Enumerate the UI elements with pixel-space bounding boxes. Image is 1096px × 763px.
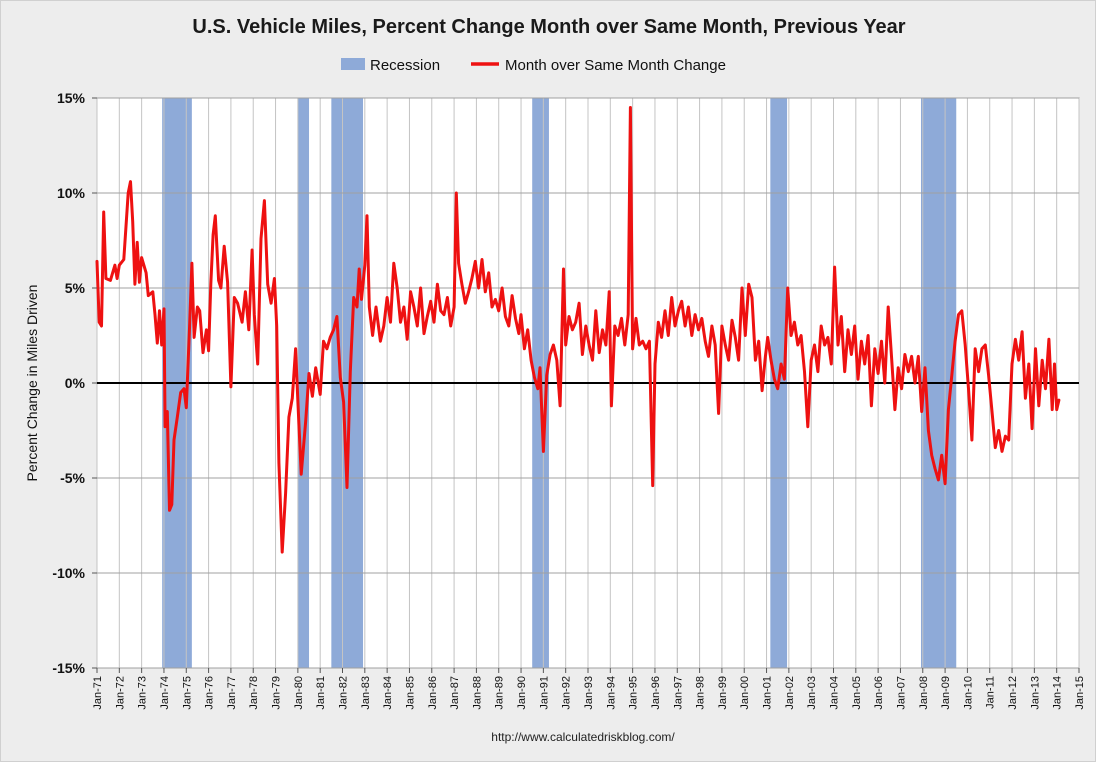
x-tick-label: Jan-97 (672, 676, 684, 710)
x-tick-label: Jan-90 (516, 676, 528, 710)
x-tick-label: Jan-00 (739, 676, 751, 710)
x-tick-label: Jan-76 (204, 676, 216, 710)
x-tick-label: Jan-14 (1052, 676, 1064, 710)
y-tick-label: -10% (52, 565, 85, 581)
legend: Recession Month over Same Month Change (341, 57, 726, 74)
series-line-1 (95, 106, 1061, 554)
x-tick-label: Jan-02 (784, 676, 796, 710)
y-axis-ticks: 15% 10% 5% 0% -5% -10% -15% (52, 90, 97, 676)
legend-series-label: Month over Same Month Change (505, 57, 726, 74)
x-tick-label: Jan-80 (293, 676, 305, 710)
x-tick-label: Jan-04 (829, 676, 841, 710)
x-tick-label: Jan-01 (762, 676, 774, 710)
y-tick-label: 5% (65, 280, 86, 296)
x-tick-label: Jan-79 (271, 676, 283, 710)
x-tick-label: Jan-86 (427, 676, 439, 710)
x-axis-ticks: Jan-71 Jan-72 Jan-73 Jan-74 Jan-75 Jan-76 Jan-… (92, 668, 1086, 710)
x-tick-label: Jan-98 (695, 676, 707, 710)
x-tick-label: Jan-72 (114, 676, 126, 710)
x-tick-label: Jan-73 (137, 676, 149, 710)
x-tick-label: Jan-92 (561, 676, 573, 710)
x-tick-label: Jan-94 (605, 676, 617, 710)
x-tick-label: Jan-15 (1074, 676, 1086, 710)
y-tick-label: 15% (57, 90, 86, 106)
y-tick-label: 10% (57, 185, 86, 201)
source-url: http://www.calculatedriskblog.com/ (491, 730, 675, 744)
x-tick-label: Jan-81 (315, 676, 327, 710)
legend-recession-label: Recession (370, 57, 440, 74)
x-tick-label: Jan-93 (583, 676, 595, 710)
x-tick-label: Jan-09 (940, 676, 952, 710)
x-tick-label: Jan-10 (962, 676, 974, 710)
x-tick-label: Jan-96 (650, 676, 662, 710)
x-tick-label: Jan-95 (628, 676, 640, 710)
x-tick-label: Jan-77 (226, 676, 238, 710)
x-tick-label: Jan-13 (1029, 676, 1041, 710)
legend-recession-swatch (341, 58, 365, 70)
x-tick-label: Jan-85 (405, 676, 417, 710)
y-tick-label: -5% (60, 470, 85, 486)
x-tick-label: Jan-87 (449, 676, 461, 710)
y-tick-label: -15% (52, 660, 85, 676)
x-tick-label: Jan-71 (92, 676, 104, 710)
x-tick-label: Jan-88 (471, 676, 483, 710)
x-tick-label: Jan-03 (806, 676, 818, 710)
x-tick-label: Jan-89 (494, 676, 506, 710)
x-tick-label: Jan-06 (873, 676, 885, 710)
x-tick-label: Jan-75 (181, 676, 193, 710)
x-tick-label: Jan-74 (159, 676, 171, 710)
x-tick-label: Jan-83 (360, 676, 372, 710)
y-tick-label: 0% (65, 375, 86, 391)
x-tick-label: Jan-11 (985, 676, 997, 709)
series-layer (95, 106, 1061, 554)
x-tick-label: Jan-05 (851, 676, 863, 710)
x-tick-label: Jan-82 (338, 676, 350, 710)
chart-title: U.S. Vehicle Miles, Percent Change Month… (192, 16, 905, 38)
x-tick-label: Jan-12 (1007, 676, 1019, 710)
x-tick-label: Jan-07 (896, 676, 908, 710)
x-tick-label: Jan-78 (248, 676, 260, 710)
x-tick-label: Jan-91 (538, 676, 550, 710)
y-axis-label: Percent Change in Miles Driven (24, 285, 40, 482)
x-tick-label: Jan-08 (918, 676, 930, 710)
x-tick-label: Jan-84 (382, 676, 394, 710)
x-tick-label: Jan-99 (717, 676, 729, 710)
